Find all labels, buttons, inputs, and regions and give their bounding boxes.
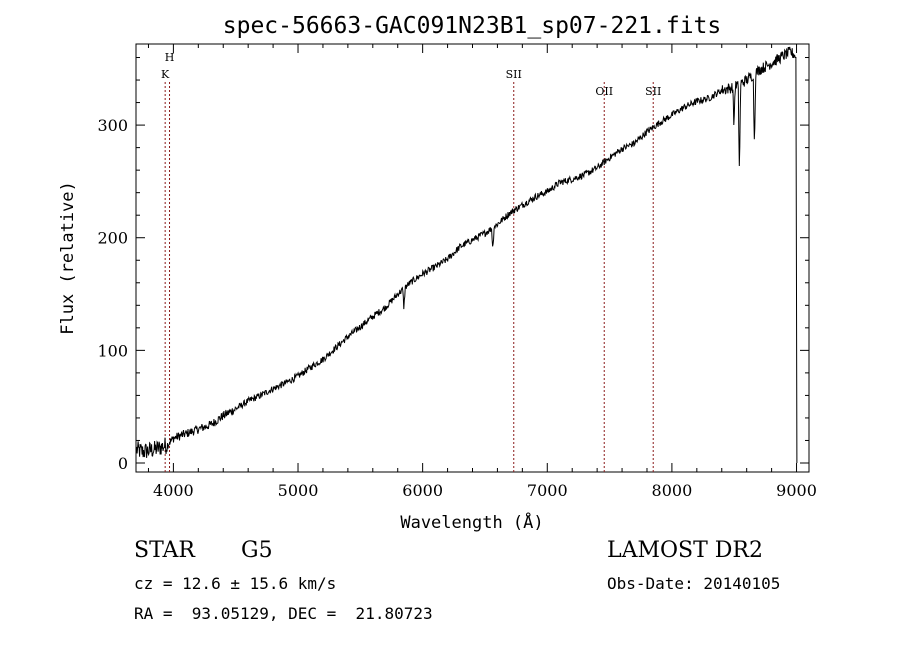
coordinates: RA = 93.05129, DEC = 21.80723 — [134, 604, 433, 623]
y-tick-label: 0 — [118, 454, 128, 473]
plot-frame — [135, 43, 810, 473]
line-marker-label: SII — [506, 68, 522, 81]
x-tick-label: 7000 — [527, 481, 568, 500]
y-tick-label: 100 — [97, 341, 128, 360]
x-tick-label: 8000 — [652, 481, 693, 500]
object-class: STAR — [134, 538, 195, 563]
y-tick-label: 300 — [97, 116, 128, 135]
line-marker-label: K — [161, 68, 170, 81]
object-subclass: G5 — [241, 538, 273, 563]
x-tick-label: 4000 — [153, 481, 194, 500]
spectrum-line — [136, 46, 798, 464]
y-axis-label: Flux (relative) — [58, 181, 78, 335]
observation-date: Obs-Date: 20140105 — [607, 574, 781, 593]
redshift-value: cz = 12.6 ± 15.6 km/s — [134, 574, 337, 593]
x-tick-label: 6000 — [402, 481, 443, 500]
y-tick-label: 200 — [97, 229, 128, 248]
x-tick-label: 9000 — [776, 481, 817, 500]
x-axis-label: Wavelength (Å) — [400, 511, 543, 533]
line-marker-label: SII — [645, 85, 661, 98]
line-marker-label: H — [165, 51, 175, 64]
chart-title: spec-56663-GAC091N23B1_sp07-221.fits — [223, 13, 722, 39]
y-axis-ticks: 0 100 200 300 — [97, 57, 809, 473]
x-axis-ticks: 4000 5000 6000 7000 8000 9000 — [147, 44, 817, 500]
survey-name: LAMOST DR2 — [607, 538, 763, 563]
line-marker-label: OII — [595, 85, 613, 98]
line-markers: KH SII OII SII — [161, 51, 661, 472]
x-tick-label: 5000 — [278, 481, 319, 500]
